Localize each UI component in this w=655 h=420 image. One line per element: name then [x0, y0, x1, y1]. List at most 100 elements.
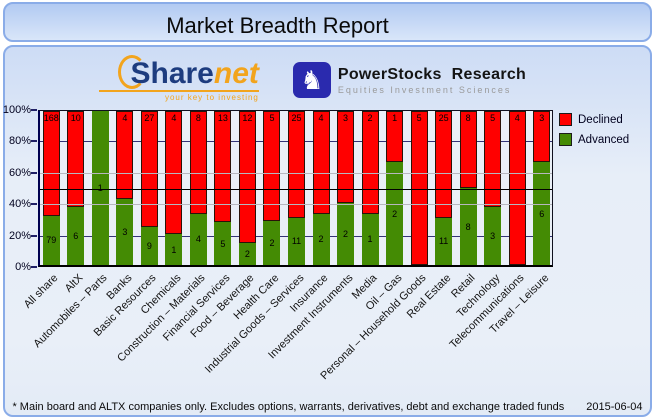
bar-All share: 168 79	[42, 111, 60, 265]
sharenet-tagline: your key to investing	[98, 89, 259, 102]
declined-segment: 27	[140, 111, 158, 227]
sharenet-logo: Share net your key to investing	[98, 54, 259, 102]
declined-value: 168	[43, 113, 59, 123]
footer: * Main board and ALTX companies only. Ex…	[0, 401, 655, 413]
advanced-swatch	[559, 133, 572, 146]
reference-line-50	[40, 188, 552, 190]
declined-segment: 8	[459, 111, 477, 188]
legend-item-declined: Declined	[559, 113, 629, 126]
powerstocks-logo: ♞ PowerStocks Research Equities Investmen…	[292, 62, 526, 98]
declined-segment: 2	[361, 111, 379, 214]
advanced-segment: 3	[484, 207, 502, 265]
advanced-segment: 6	[533, 162, 551, 265]
sharenet-arc-icon	[118, 54, 147, 89]
declined-value: 5	[269, 113, 275, 123]
gridline-60	[40, 172, 552, 174]
declined-value: 8	[465, 113, 471, 123]
advanced-segment: 2	[263, 221, 281, 265]
declined-segment: 3	[337, 111, 355, 204]
declined-swatch	[559, 113, 572, 126]
powerstocks-text: PowerStocks Research Equities Investment …	[338, 66, 526, 95]
y-tick-mark	[31, 171, 37, 174]
advanced-value: 6	[73, 231, 79, 242]
advanced-value: 2	[318, 234, 324, 245]
declined-segment: 4	[312, 111, 330, 214]
declined-segment: 25	[435, 111, 453, 218]
y-tick-mark	[31, 109, 37, 111]
advanced-segment: 11	[288, 217, 305, 265]
declined-value: 12	[242, 113, 253, 123]
declined-value: 27	[144, 113, 155, 123]
sharenet-word-accent: net	[213, 56, 259, 90]
advanced-segment: 2	[238, 243, 256, 265]
advanced-segment: 2	[386, 162, 404, 265]
advanced-segment: 1	[361, 213, 379, 265]
advanced-segment: 79	[42, 215, 60, 265]
advanced-value: 2	[343, 229, 349, 240]
advanced-value: 2	[392, 208, 398, 219]
declined-segment: 3	[533, 111, 551, 163]
advanced-value: 8	[465, 221, 471, 232]
y-tick-label-0%: 0%	[15, 261, 31, 273]
declined-value: 25	[438, 113, 449, 123]
declined-segment: 5	[263, 111, 281, 221]
y-tick-label-80%: 80%	[8, 135, 31, 148]
title-banner: Market Breadth Report	[3, 2, 652, 42]
advanced-segment: 6	[67, 207, 85, 265]
y-tick-mark	[31, 203, 37, 206]
advanced-segment: 4	[189, 213, 207, 265]
declined-value: 2	[367, 113, 373, 123]
declined-value: 25	[291, 113, 302, 123]
footer-date: 2015-06-04	[586, 401, 643, 413]
declined-segment: 4	[116, 111, 134, 199]
advanced-value: 1	[171, 244, 177, 255]
y-tick-mark	[31, 140, 37, 143]
declined-segment: 25	[288, 111, 305, 218]
declined-value: 4	[171, 113, 177, 123]
bar-Real Estate: 25 11	[435, 111, 453, 265]
declined-value: 3	[539, 113, 545, 123]
advanced-value: 5	[220, 238, 226, 249]
advanced-value: 1	[367, 234, 373, 245]
advanced-value: 4	[195, 234, 201, 245]
bar-Health Care: 52	[263, 111, 281, 265]
legend: Declined Advanced	[559, 113, 629, 146]
advanced-value: 1	[98, 183, 103, 193]
y-tick-mark	[31, 266, 37, 268]
declined-value: 4	[122, 113, 128, 123]
advanced-value: 3	[490, 231, 496, 242]
declined-value: 4	[318, 113, 324, 123]
advanced-value: 11	[291, 236, 302, 247]
declined-segment: 5	[410, 111, 428, 265]
declined-value: 13	[217, 113, 228, 123]
advanced-segment: 1	[165, 234, 183, 265]
powerstocks-subtitle: Equities Investment Sciences	[337, 84, 512, 95]
advanced-value: 2	[269, 238, 275, 248]
footer-note: * Main board and ALTX companies only. Ex…	[12, 401, 565, 413]
bar-AltX: 10 6	[67, 111, 85, 265]
declined-segment: 5	[484, 111, 502, 208]
legend-label-declined: Declined	[578, 113, 623, 126]
powerstocks-name: PowerStocks Research	[337, 65, 527, 83]
sharenet-word-main: Share	[130, 56, 214, 90]
advanced-value: 9	[146, 240, 152, 251]
advanced-segment: 3	[116, 199, 134, 265]
declined-segment: 13	[214, 111, 232, 223]
y-tick-mark	[31, 234, 37, 237]
y-tick-label-60%: 60%	[8, 166, 31, 179]
advanced-segment: 1	[91, 111, 109, 265]
advanced-segment: 5	[214, 222, 232, 265]
chess-knight-icon: ♞	[292, 62, 331, 98]
plot-area: 1687910614327941841351225225114232211252…	[38, 110, 553, 267]
bar-Financial Services: 13 5	[214, 111, 232, 265]
declined-value: 8	[195, 113, 201, 123]
bar-Food – Beverage: 12 2	[238, 111, 256, 265]
bar-Personal – Household Goods: 5	[410, 111, 428, 265]
advanced-value: 2	[244, 249, 250, 259]
bar-Basic Resources: 27 9	[140, 111, 158, 265]
declined-segment: 10	[67, 111, 85, 208]
bar-Travel – Leisure: 36	[533, 111, 551, 265]
